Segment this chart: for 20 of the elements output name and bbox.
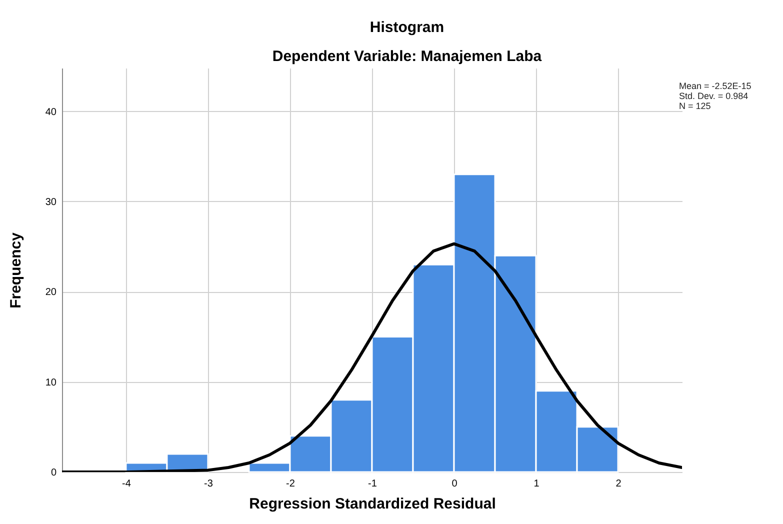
y-tick-label: 10 [45, 377, 57, 388]
line-series [62, 242, 682, 472]
annotation: N = 125 [679, 101, 711, 111]
x-tick-label: -4 [122, 478, 132, 490]
chart-subtitle: Dependent Variable: Manajemen Laba [272, 48, 542, 65]
y-tick-label: 40 [45, 106, 57, 118]
x-tick-label: 1 [534, 478, 540, 490]
x-tick-label: 0 [452, 478, 458, 490]
x-tick-label: -3 [204, 478, 214, 490]
annotation: Std. Dev. = 0.984 [679, 91, 748, 101]
y-tick-label: 30 [45, 196, 57, 208]
y-tick-label: 20 [45, 287, 57, 298]
y-axis-title: Frequency [7, 232, 24, 308]
chart-title: Histogram [370, 19, 444, 36]
x-tick-label: -1 [368, 478, 378, 490]
x-axis-title: Regression Standardized Residual [249, 496, 496, 512]
y-tick-label: 0 [50, 468, 57, 478]
x-tick-label: -2 [286, 478, 296, 490]
annotation: Mean = -2.52E-15 [679, 81, 752, 91]
x-tick-label: 2 [616, 478, 622, 490]
